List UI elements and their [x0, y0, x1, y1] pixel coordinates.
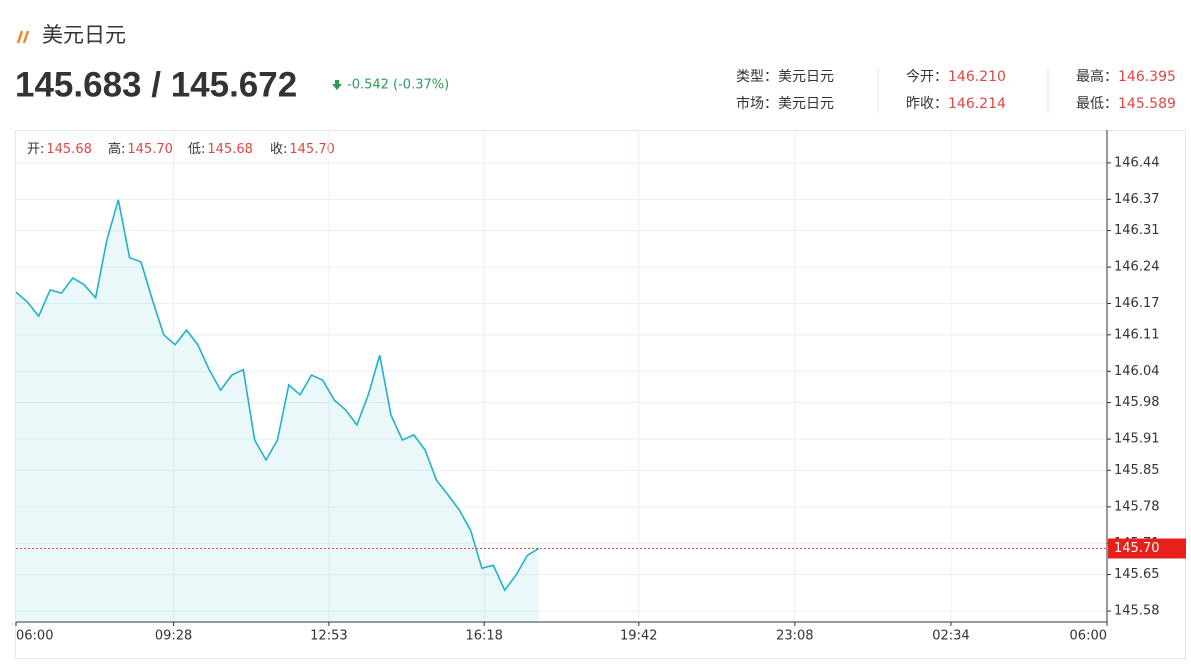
info-item: 市场：美元日元	[736, 95, 834, 112]
current-label: 145.70	[1114, 541, 1160, 556]
price-line	[15, 199, 540, 592]
down-arrow	[332, 80, 342, 90]
y-tick-label: 145.91	[1114, 432, 1160, 447]
x-tick-label: 12:53	[310, 629, 347, 644]
ohlc-item: 开: 145.68	[27, 142, 92, 157]
ohlc-item: 低: 145.68	[188, 142, 253, 157]
info-value: 145.589	[1118, 96, 1176, 112]
info-item: 今开：146.210	[906, 69, 1006, 85]
x-tick-label: 16:18	[465, 629, 502, 644]
ohlc-value: 145.68	[207, 142, 253, 157]
title: 美元日元	[42, 23, 126, 47]
x-tick-label: 09:28	[155, 629, 192, 644]
info-label: 昨收：	[906, 96, 948, 112]
x-tick-label: 06:00	[1070, 629, 1107, 644]
y-tick-label: 145.58	[1114, 604, 1160, 619]
info-value: 146.214	[948, 96, 1006, 112]
current-box	[1108, 538, 1186, 559]
y-tick-label: 146.44	[1114, 155, 1160, 170]
x-tick-label: 02:34	[932, 629, 969, 644]
y-tick-label: 145.78	[1114, 499, 1160, 514]
info-item: 昨收：146.214	[906, 96, 1006, 112]
ohlc-label: 开:	[27, 142, 44, 157]
y-tick-label: 146.37	[1114, 192, 1160, 207]
ohlc-value: 145.70	[127, 142, 173, 157]
info-label: 今开：	[906, 69, 948, 85]
ohlc-label: 低:	[188, 142, 205, 157]
ohlc-label: 收:	[270, 142, 287, 157]
y-tick-label: 146.11	[1114, 327, 1160, 342]
x-tick-label: 23:08	[776, 629, 813, 644]
info-value: 美元日元	[778, 69, 834, 85]
info-label: 最低：	[1076, 96, 1118, 112]
logo	[16, 30, 30, 44]
info-value: 146.210	[948, 69, 1006, 85]
ohlc-label: 高:	[108, 141, 125, 157]
info-item: 类型：美元日元	[736, 69, 834, 85]
ohlc-value: 145.70	[289, 142, 335, 157]
info-label: 类型：	[736, 69, 778, 85]
y-tick-label: 145.65	[1114, 567, 1160, 582]
ohlc-value: 145.68	[46, 142, 92, 157]
y-tick-label: 146.17	[1114, 296, 1160, 311]
chart-frame	[15, 130, 1186, 659]
info-label: 最高：	[1076, 68, 1118, 85]
info-value: 146.395	[1118, 69, 1176, 85]
bid-ask: 145.683 / 145.672	[15, 65, 297, 104]
info-label: 市场：	[736, 95, 778, 112]
info-item: 最高：146.395	[1076, 68, 1176, 85]
ohlc-item: 收: 145.70	[270, 142, 335, 157]
y-tick-label: 146.24	[1114, 260, 1160, 275]
info-item: 最低：145.589	[1076, 96, 1176, 112]
y-tick-label: 146.31	[1114, 223, 1160, 238]
y-tick-label: 146.04	[1114, 364, 1160, 379]
change: -0.542 (-0.37%)	[347, 78, 449, 93]
x-tick-label: 06:00	[16, 629, 53, 644]
info-value: 美元日元	[778, 96, 834, 112]
x-tick-label: 19:42	[620, 629, 657, 644]
y-tick-label: 145.98	[1114, 395, 1160, 410]
ohlc-item: 高: 145.70	[108, 141, 173, 157]
y-tick-label: 145.85	[1114, 463, 1160, 478]
area	[16, 199, 539, 623]
chart: 开: 145.68 高: 145.70 低: 145.68 收: 145.70145.5814…	[15, 130, 1186, 644]
